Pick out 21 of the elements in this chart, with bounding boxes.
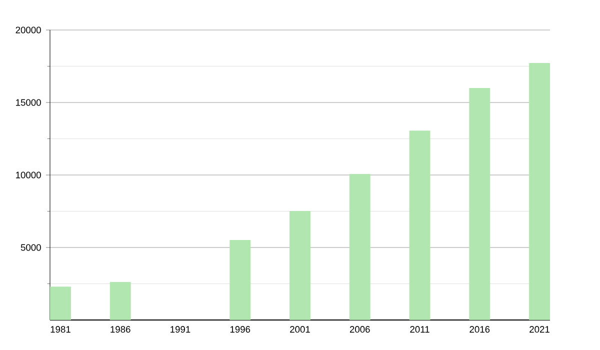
- y-tick-label: 20000: [16, 26, 41, 34]
- bar: [469, 88, 490, 320]
- x-tick-label: 1996: [230, 326, 250, 333]
- x-tick-label: 1986: [110, 326, 130, 333]
- x-tick-label: 2016: [470, 326, 490, 333]
- x-tick-label: 2001: [290, 326, 310, 333]
- y-tick-label: 15000: [16, 99, 41, 106]
- x-tick-label: 2021: [530, 326, 550, 333]
- bar: [230, 240, 251, 320]
- y-tick-label: 5000: [20, 244, 41, 251]
- x-tick-label: 1981: [50, 326, 70, 333]
- bar: [529, 63, 550, 320]
- bar: [409, 130, 430, 320]
- x-tick-label: 1991: [170, 326, 190, 333]
- bar: [290, 210, 310, 320]
- bar: [349, 174, 370, 320]
- y-tick-label: 10000: [16, 172, 41, 178]
- x-tick-label: 2011: [410, 326, 430, 333]
- bar: [50, 286, 71, 320]
- bar: [110, 282, 131, 320]
- x-tick-label: 2006: [350, 326, 370, 333]
